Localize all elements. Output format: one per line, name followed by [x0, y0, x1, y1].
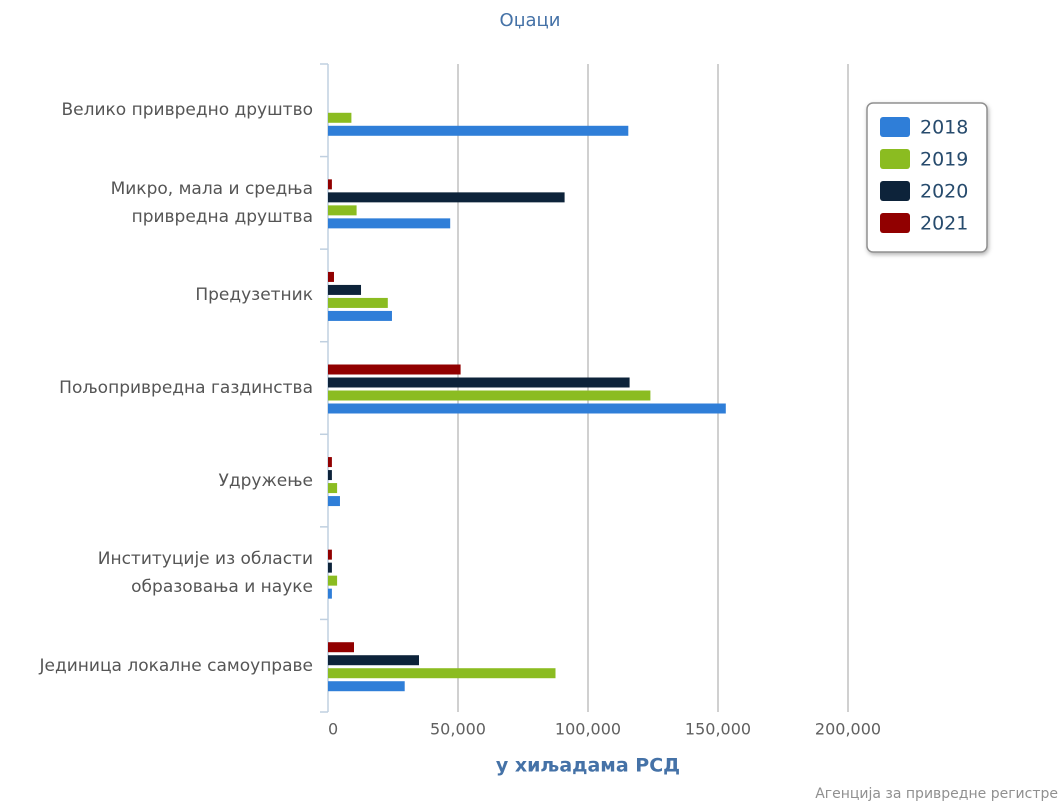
bar — [328, 588, 332, 599]
bar — [328, 496, 340, 507]
bar — [328, 192, 565, 203]
y-tick-label: Велико привредно друштво — [61, 100, 314, 121]
x-tick-label: 200,000 — [815, 720, 881, 739]
legend-swatch — [880, 117, 910, 137]
legend-label: 2020 — [920, 181, 968, 203]
bar — [328, 457, 332, 468]
bar — [328, 562, 332, 573]
bar — [328, 284, 362, 295]
y-tick-label: Пољопривредна газдинства — [59, 378, 313, 398]
legend-swatch — [880, 181, 910, 201]
bar — [328, 310, 392, 321]
bar — [328, 390, 651, 401]
legend-swatch — [880, 213, 910, 233]
legend-swatch — [880, 149, 910, 169]
bar — [328, 377, 630, 388]
y-tick-label: Јединица локалне самоуправе — [39, 655, 313, 676]
bar — [328, 364, 461, 375]
bar — [328, 681, 405, 692]
bar — [328, 403, 726, 414]
credit: Агенција за привредне регистре — [815, 786, 1058, 802]
bar — [328, 218, 451, 229]
legend-label: 2018 — [920, 117, 968, 139]
bar — [328, 125, 629, 136]
y-tick-label: Микро, мала и средња привредна друштва — [110, 178, 313, 227]
bar — [328, 179, 332, 190]
y-tick-label: Институције из области образовања и наук… — [97, 549, 313, 598]
bar — [328, 271, 334, 282]
bar — [328, 668, 556, 679]
x-axis-title: у хиљадама РСД — [496, 755, 680, 777]
legend-label: 2021 — [920, 213, 968, 235]
chart-title: Оџаци — [500, 10, 561, 31]
x-tick-label: 0 — [328, 720, 338, 739]
bar — [328, 205, 357, 216]
bar — [328, 655, 419, 666]
x-tick-label: 100,000 — [555, 720, 621, 739]
bar — [328, 112, 352, 123]
bar — [328, 483, 338, 494]
legend-label: 2019 — [920, 149, 968, 171]
y-tick-label: Удружење — [218, 470, 313, 491]
bar — [328, 297, 388, 308]
bar — [328, 642, 354, 653]
bar — [328, 549, 332, 560]
x-tick-label: 150,000 — [685, 720, 751, 739]
y-tick-label: Предузетник — [195, 285, 313, 306]
bar — [328, 575, 338, 586]
x-tick-label: 50,000 — [430, 720, 486, 739]
bar — [328, 470, 332, 481]
